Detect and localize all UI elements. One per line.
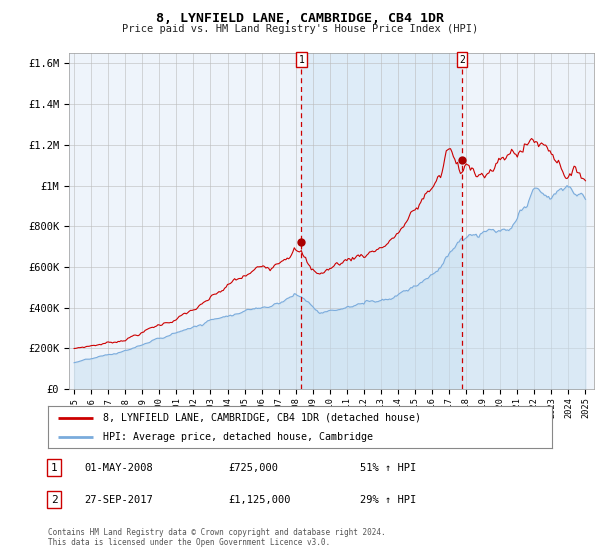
Text: 29% ↑ HPI: 29% ↑ HPI — [360, 494, 416, 505]
Text: Price paid vs. HM Land Registry's House Price Index (HPI): Price paid vs. HM Land Registry's House … — [122, 24, 478, 34]
Text: £1,125,000: £1,125,000 — [228, 494, 290, 505]
Text: £725,000: £725,000 — [228, 463, 278, 473]
Text: 2: 2 — [50, 494, 58, 505]
Bar — [301, 53, 462, 389]
Text: 1: 1 — [50, 463, 58, 473]
Text: 8, LYNFIELD LANE, CAMBRIDGE, CB4 1DR: 8, LYNFIELD LANE, CAMBRIDGE, CB4 1DR — [156, 12, 444, 25]
Text: 8, LYNFIELD LANE, CAMBRIDGE, CB4 1DR (detached house): 8, LYNFIELD LANE, CAMBRIDGE, CB4 1DR (de… — [103, 413, 421, 423]
Text: 51% ↑ HPI: 51% ↑ HPI — [360, 463, 416, 473]
Text: Contains HM Land Registry data © Crown copyright and database right 2024.
This d: Contains HM Land Registry data © Crown c… — [48, 528, 386, 547]
Text: 27-SEP-2017: 27-SEP-2017 — [84, 494, 153, 505]
Text: 01-MAY-2008: 01-MAY-2008 — [84, 463, 153, 473]
Text: 2: 2 — [459, 55, 465, 65]
Text: 1: 1 — [298, 55, 304, 65]
Text: HPI: Average price, detached house, Cambridge: HPI: Average price, detached house, Camb… — [103, 432, 373, 442]
